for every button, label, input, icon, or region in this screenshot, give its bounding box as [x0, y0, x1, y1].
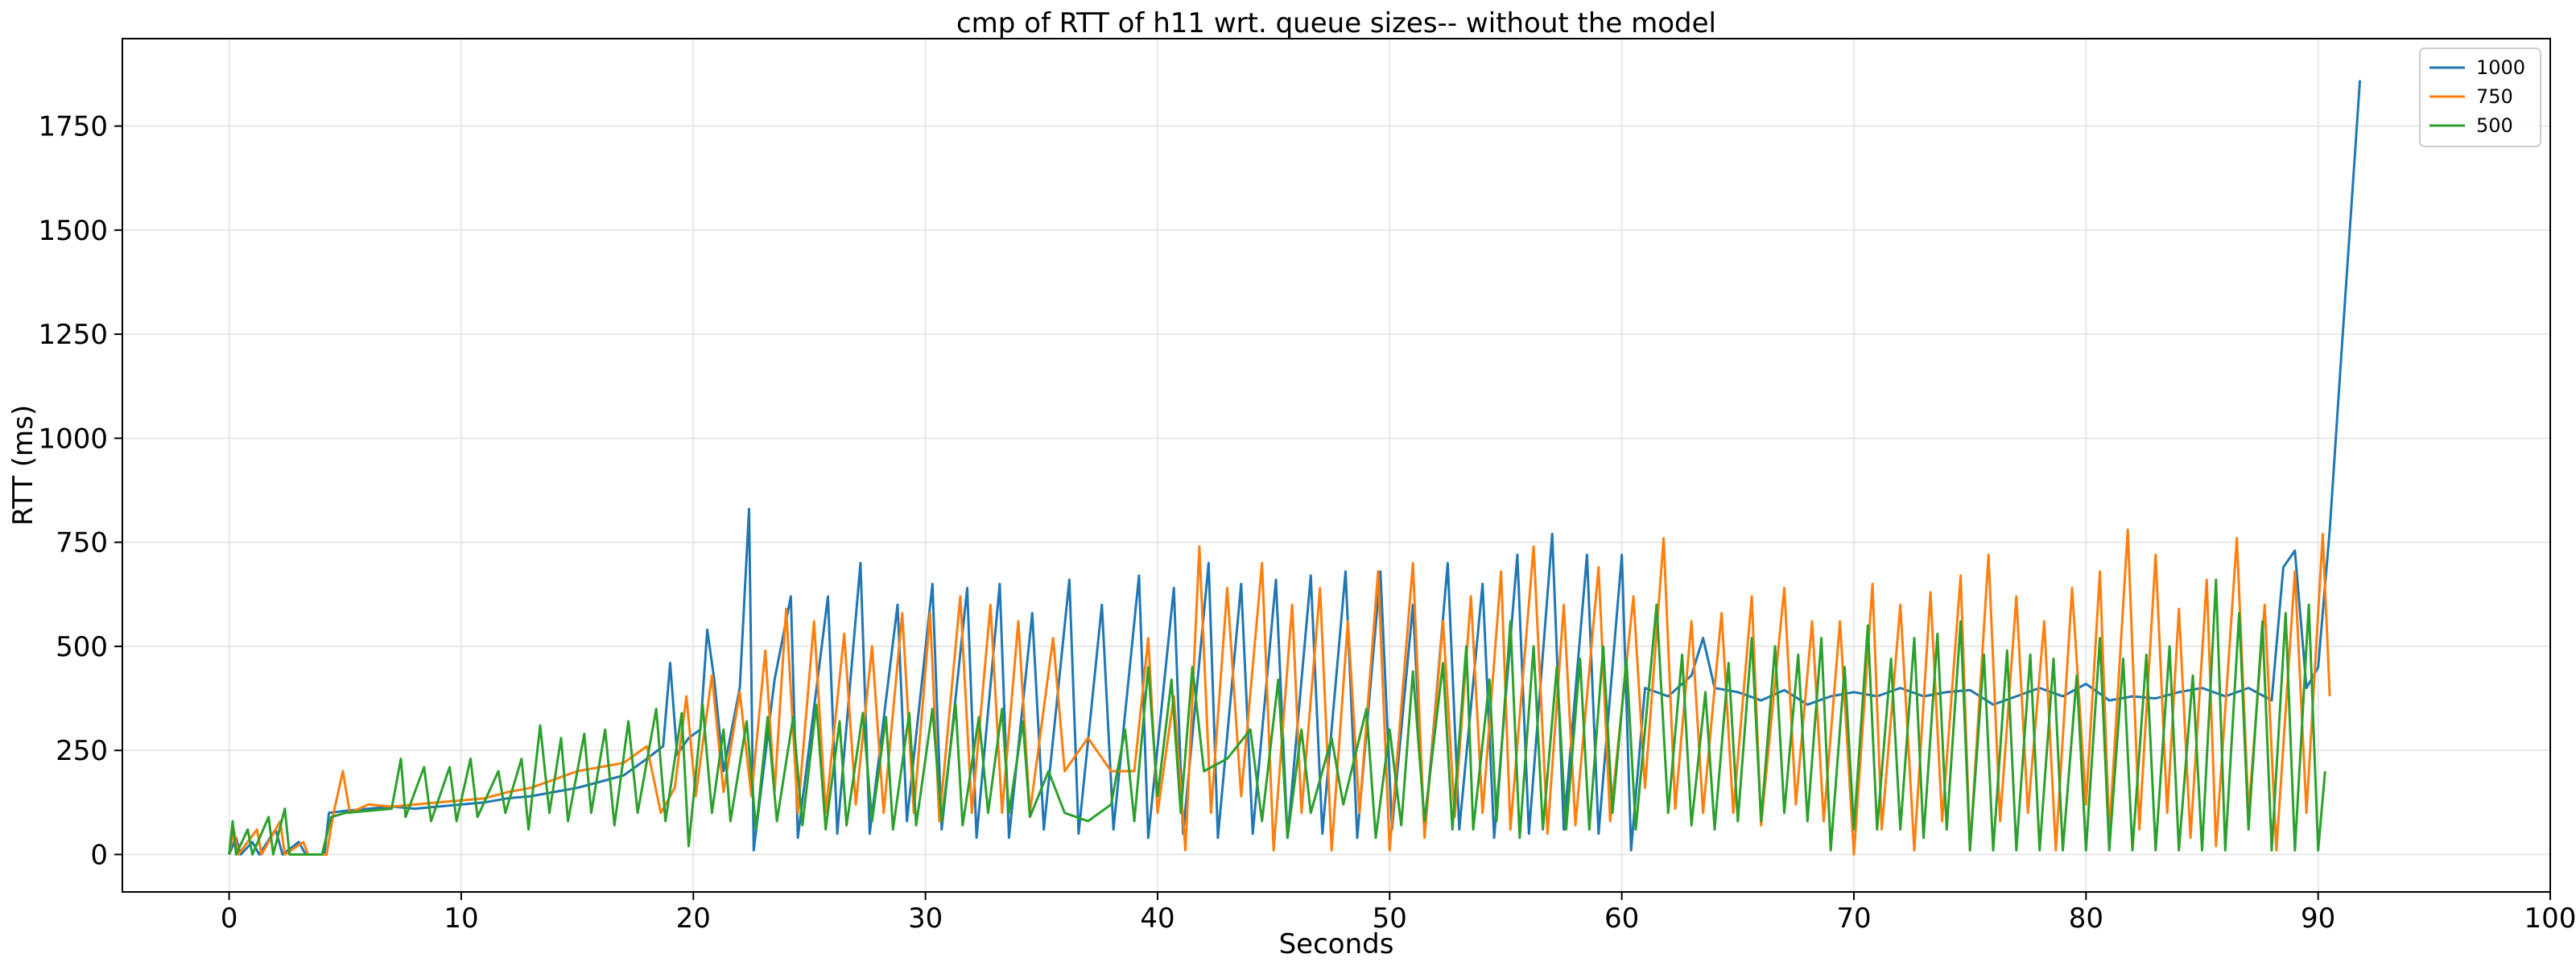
x-tick-label: 30	[908, 902, 943, 935]
plot-frame	[122, 38, 2551, 893]
y-tick-label: 1000	[38, 423, 108, 455]
x-axis-label: Seconds	[1279, 928, 1394, 960]
legend-box	[2419, 47, 2541, 147]
grid-lines	[122, 39, 2551, 892]
y-tick-label: 1250	[38, 319, 108, 351]
x-tick-label: 90	[2301, 902, 2335, 935]
x-tick-label: 100	[2524, 902, 2576, 935]
y-axis-label: RTT (ms)	[7, 405, 39, 526]
chart-title: cmp of RTT of h11 wrt. queue sizes-- wit…	[956, 7, 1716, 39]
legend-label-1000: 1000	[2476, 56, 2525, 79]
y-tick-label: 0	[90, 839, 108, 871]
y-tick-label: 500	[56, 631, 108, 663]
plot-area	[122, 38, 2551, 893]
x-tick-label: 50	[1373, 902, 1407, 935]
series-line-500	[228, 578, 2326, 856]
x-tick-label: 20	[676, 902, 711, 935]
series-layer	[228, 80, 2362, 856]
y-axis-ticks: 0 250 500 750 1000 1250 1500 1750	[38, 111, 122, 871]
x-tick-label: 80	[2069, 902, 2103, 935]
x-tick-label: 70	[1836, 902, 1871, 935]
x-axis-ticks: 0 10 20 30 40 50 60 70 80 90 100	[221, 892, 2576, 935]
legend-label-750: 750	[2476, 85, 2513, 108]
y-tick-label: 1750	[38, 111, 108, 143]
y-tick-label: 750	[56, 527, 108, 559]
legend: 1000 750 500	[2419, 47, 2541, 147]
series-line-1000	[228, 80, 2362, 856]
x-tick-label: 10	[444, 902, 478, 935]
x-tick-label: 0	[221, 902, 238, 935]
x-tick-label: 40	[1140, 902, 1174, 935]
y-tick-label: 1500	[38, 215, 108, 247]
x-tick-label: 60	[1604, 902, 1639, 935]
legend-label-500: 500	[2476, 114, 2513, 137]
y-tick-label: 250	[56, 735, 108, 767]
